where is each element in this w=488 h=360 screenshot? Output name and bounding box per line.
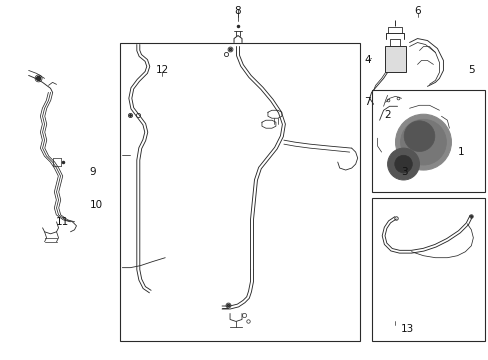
- Text: 10: 10: [90, 200, 103, 210]
- Circle shape: [387, 148, 419, 180]
- Text: 8: 8: [234, 6, 241, 15]
- Text: 2: 2: [384, 110, 390, 120]
- Text: 7: 7: [364, 97, 370, 107]
- Text: 12: 12: [155, 66, 168, 76]
- Circle shape: [400, 119, 446, 165]
- Circle shape: [403, 121, 434, 152]
- Text: 1: 1: [457, 147, 464, 157]
- Text: 4: 4: [364, 55, 370, 66]
- Circle shape: [395, 114, 450, 170]
- Text: 5: 5: [467, 66, 474, 76]
- Polygon shape: [384, 45, 405, 72]
- Circle shape: [37, 76, 41, 80]
- Text: 11: 11: [56, 217, 69, 227]
- Text: 13: 13: [400, 324, 413, 334]
- Text: 6: 6: [413, 6, 420, 15]
- Text: 9: 9: [89, 167, 96, 177]
- Text: 3: 3: [401, 167, 407, 177]
- Circle shape: [394, 155, 411, 173]
